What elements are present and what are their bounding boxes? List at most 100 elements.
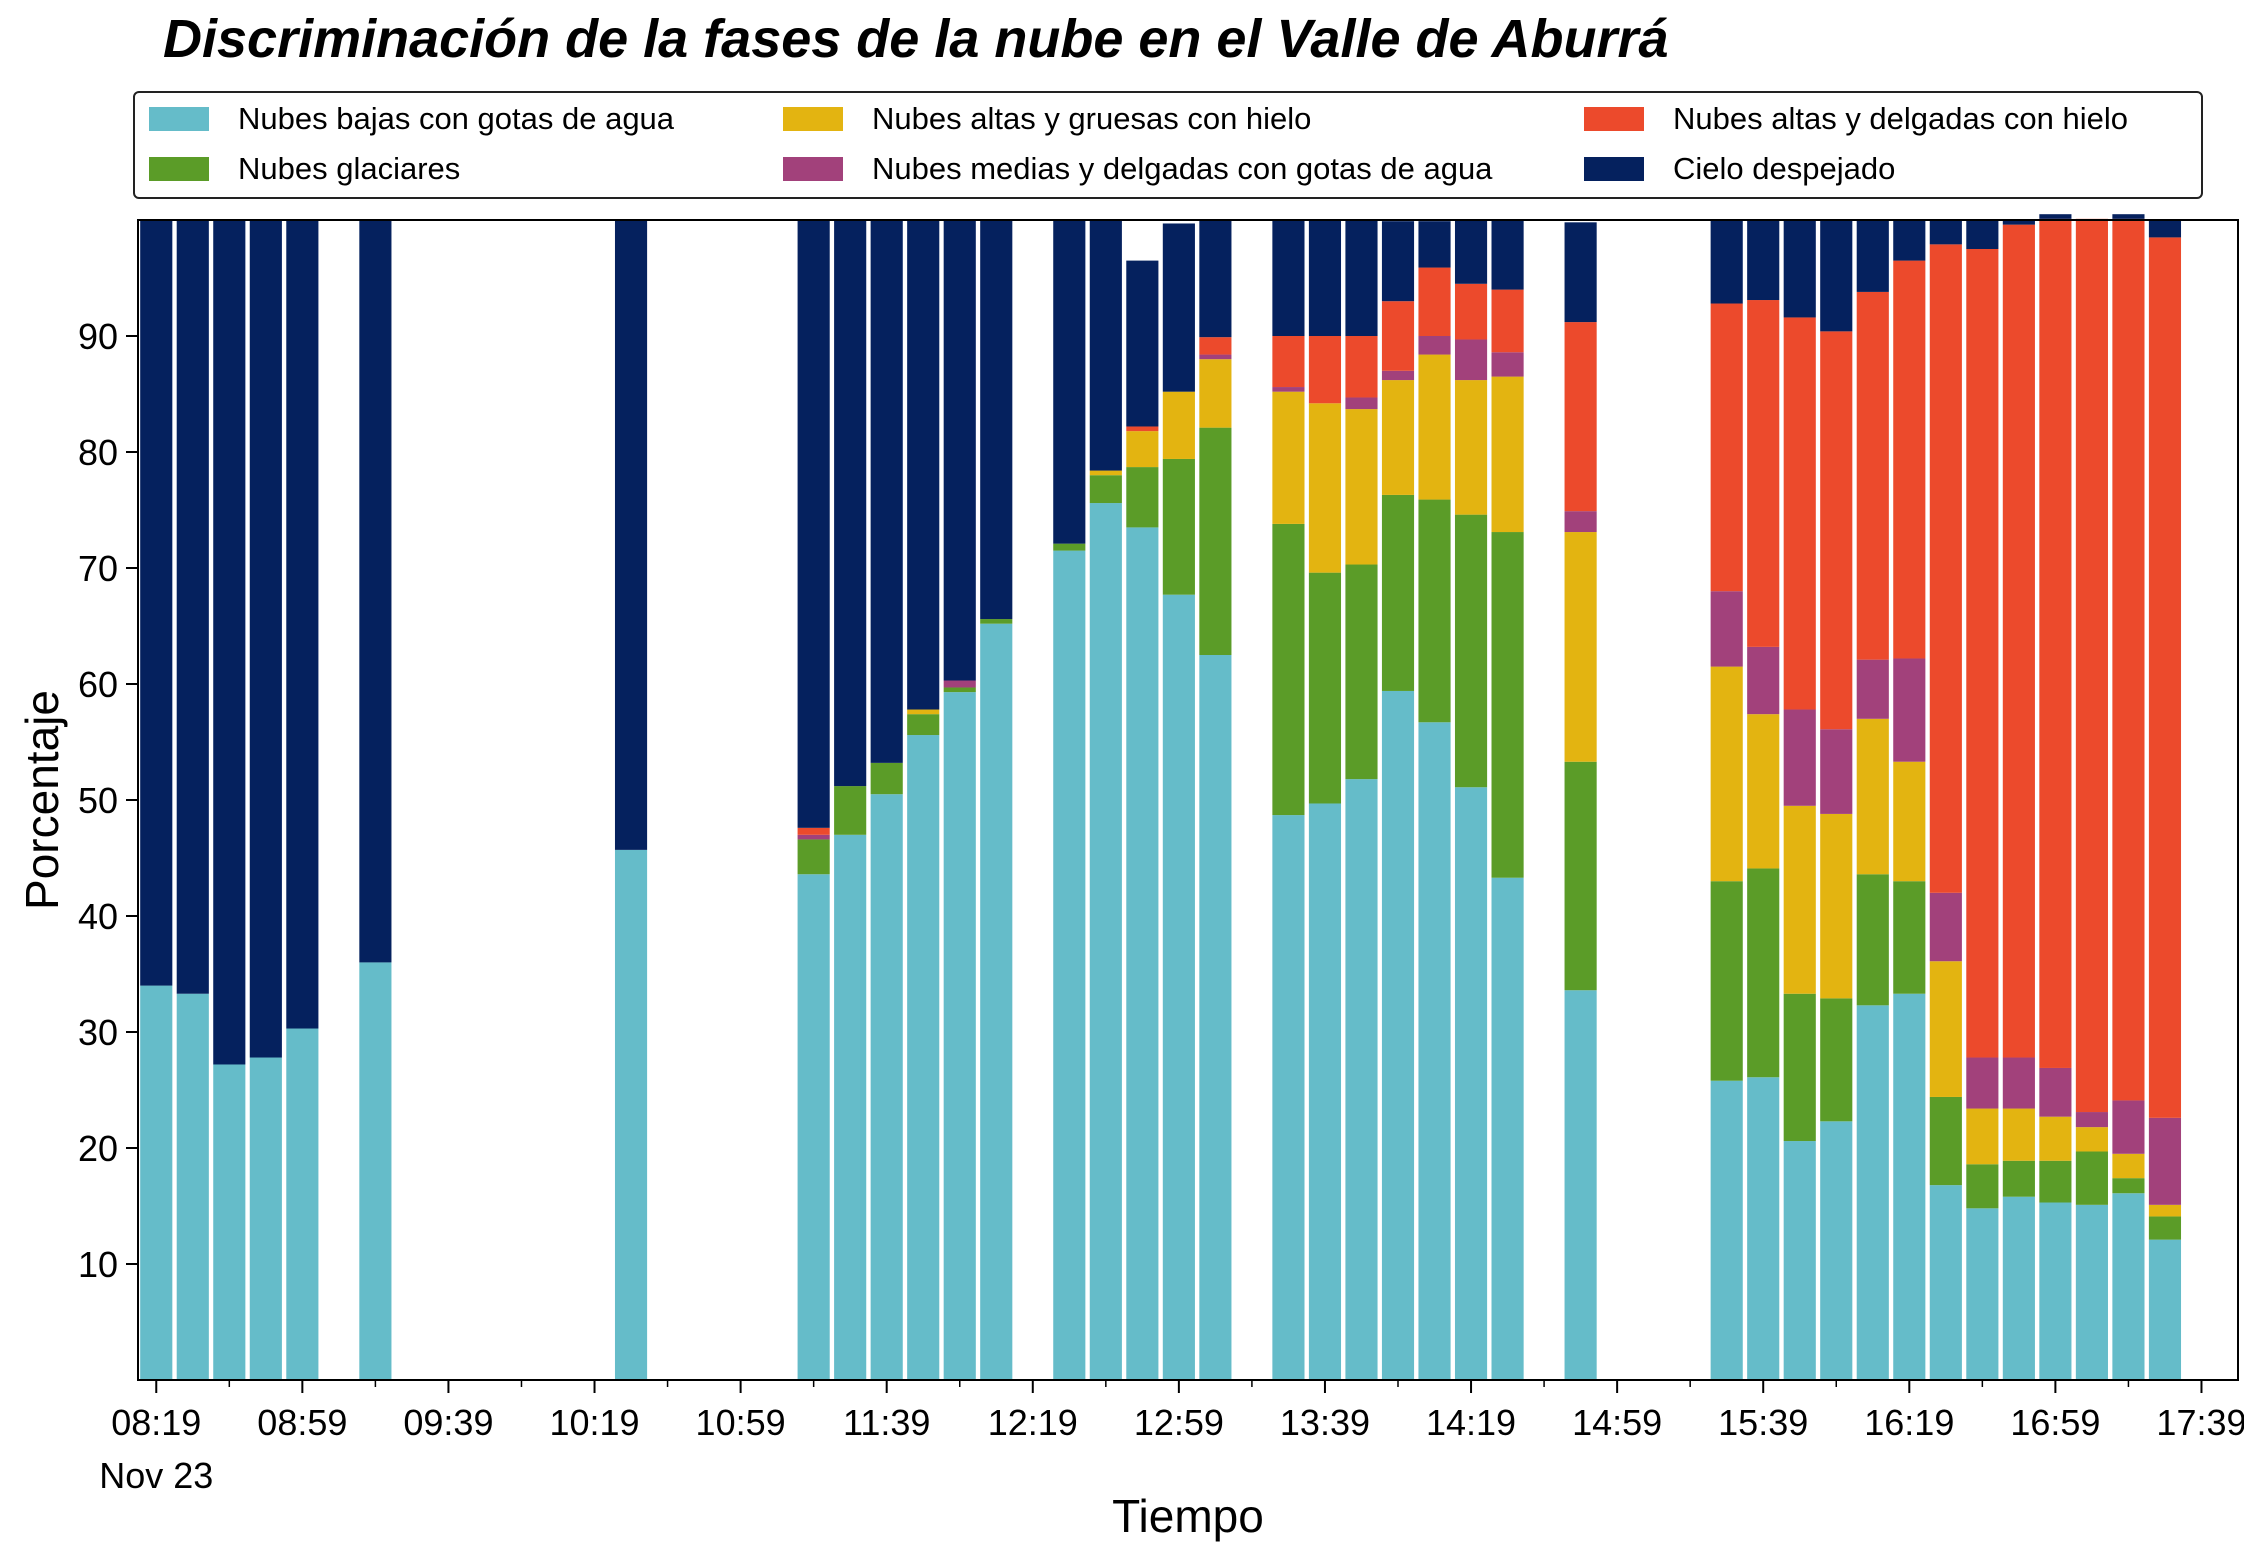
bar-segment [1747,714,1780,869]
bar-segment [1783,317,1816,710]
bar-segment [249,220,282,1058]
bar-segment [2112,218,2145,1101]
bar-segment [1966,1108,1999,1165]
bar-segment [1053,543,1086,551]
bar-segment [1747,220,1780,301]
bar-segment [2112,1193,2145,1380]
bar-segment [2112,214,2145,219]
bar-segment [1564,761,1597,991]
bar-segment [1820,331,1853,730]
bar-segment [1966,1164,1999,1209]
bar-segment [943,680,976,688]
bar-segment [1747,300,1780,647]
bar-segment [1491,532,1524,878]
y-tick-label: 90 [78,316,118,357]
bar-segment [1710,591,1743,667]
y-axis-label: Porcentaje [16,690,68,910]
bar-segment [1893,881,1926,994]
bar-segment [2112,1153,2145,1179]
bar-segment [1856,718,1889,875]
x-tick-label: 08:59 [257,1402,347,1443]
bar-segment [1308,803,1342,1380]
x-tick-label: 14:59 [1572,1402,1662,1443]
bar-segment [1929,1096,1962,1186]
bar-segment [286,220,319,1029]
legend-label: Nubes glaciares [238,151,461,186]
bar-segment [797,839,830,875]
bar-segment [1820,729,1853,814]
bar-segment [1162,594,1195,1380]
bar-segment [1199,337,1232,355]
y-tick-label: 70 [78,548,118,589]
bar-segment [1820,1121,1853,1380]
bar-segment [2148,237,2182,1118]
bars [140,214,2182,1380]
bar-segment [1491,289,1524,353]
bar-segment [1747,646,1780,715]
bar-segment [1162,223,1195,392]
x-tick-label: 08:19 [111,1402,201,1443]
x-tick-label: 11:39 [843,1402,930,1443]
bar-segment [2039,1116,2072,1161]
bar-segment [1783,220,1816,318]
bar-segment [1381,370,1415,381]
bar-segment [2112,1100,2145,1154]
bar-segment [1454,283,1488,340]
bar-segment [1345,564,1378,780]
x-axis-label: Tiempo [1112,1490,1264,1542]
bar-segment [1454,380,1488,515]
bar-segment [2075,1127,2108,1152]
legend-swatch [783,157,843,181]
x-tick-label: 12:59 [1134,1402,1224,1443]
bar-segment [1929,961,1962,1097]
bar-segment [943,687,976,693]
bar-segment [1381,301,1415,371]
bar-segment [1856,1005,1889,1380]
bar-segment [943,692,976,1380]
x-date-label: Nov 23 [99,1455,213,1496]
bar-segment [980,623,1013,1380]
bar-segment [1089,220,1122,471]
bar-segment [797,874,830,1380]
bar-segment [1089,475,1122,504]
bar-segment [1272,220,1305,336]
bar-segment [834,786,867,835]
bar-segment [176,220,209,994]
bar-segment [1272,815,1305,1380]
legend-item: Nubes bajas con gotas de agua [149,99,674,139]
bar-segment [1856,220,1889,292]
bar-segment [1345,779,1378,1380]
bar-segment [1491,877,1524,1380]
x-tick-label: 10:59 [696,1402,786,1443]
legend-label: Nubes altas y delgadas con hielo [1673,101,2128,136]
bar-segment [1162,391,1195,459]
bar-segment [1710,220,1743,304]
x-tick-label: 17:39 [2156,1402,2244,1443]
x-tick-label: 15:39 [1718,1402,1808,1443]
bar-segment [2039,1202,2072,1380]
bar-segment [870,220,903,763]
bar-segment [1381,221,1415,302]
bar-segment [614,849,648,1380]
bar-segment [1199,220,1232,338]
bar-segment [1345,397,1378,410]
bar-segment [1272,523,1305,816]
bar-segment [1381,494,1415,691]
bar-segment [1345,409,1378,565]
bar-segment [1820,998,1853,1122]
y-tick-label: 50 [78,780,118,821]
bar-segment [1199,655,1232,1380]
bar-segment [1418,722,1451,1380]
bar-segment [870,794,903,1380]
bar-segment [1199,354,1232,360]
bar-segment [1710,1080,1743,1380]
bar-segment [1199,427,1232,655]
bar-segment [1564,222,1597,323]
bar-segment [1856,291,1889,660]
x-tick-label: 14:19 [1426,1402,1516,1443]
x-tick-label: 12:19 [988,1402,1078,1443]
bar-segment [1966,1208,1999,1380]
bar-segment [1710,881,1743,1081]
bar-segment [2075,1204,2108,1380]
